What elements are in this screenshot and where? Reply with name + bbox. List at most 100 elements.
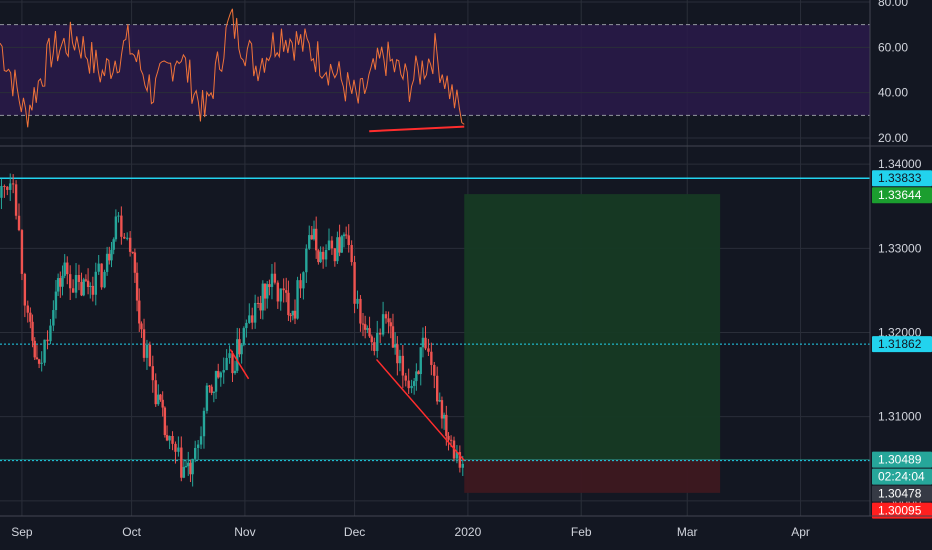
date-tick-label: 2020 (455, 525, 482, 539)
candle-body (231, 353, 234, 374)
candle-body (208, 385, 211, 387)
rsi-tick-label: 40.00 (878, 86, 908, 100)
candle-body (80, 281, 83, 296)
candle-body (455, 452, 459, 459)
candle-body (373, 342, 376, 352)
candle-body (140, 323, 143, 330)
candle-body (182, 466, 186, 478)
candle-body (82, 279, 85, 296)
price-label-cyan[interactable] (872, 170, 932, 187)
price-label-cyan[interactable] (872, 336, 932, 353)
candle-body (217, 371, 220, 378)
candle-body (366, 328, 369, 330)
candle-body (225, 357, 228, 371)
candle-body (171, 435, 174, 444)
price-label-text: 1.30478 (878, 487, 922, 501)
candle-body (321, 251, 325, 260)
candle-body (282, 288, 285, 291)
date-tick-label: Sep (11, 525, 33, 539)
candle-body (415, 371, 418, 382)
candle-body (110, 249, 113, 261)
candle-body (59, 278, 62, 287)
candle-body (43, 339, 46, 363)
candle-body (410, 385, 413, 389)
trend-line[interactable] (375, 358, 465, 461)
candle-body (46, 339, 49, 342)
candle-body (261, 283, 265, 311)
price-label-position[interactable] (872, 468, 932, 485)
candle-body (233, 370, 237, 374)
candle-body (54, 291, 58, 311)
candle-body (319, 251, 322, 263)
price-label-stop[interactable] (872, 502, 932, 519)
candle-body (37, 359, 41, 364)
price-label-text: 1.33644 (878, 188, 922, 202)
candle-body (157, 394, 160, 405)
stop-zone[interactable] (464, 459, 721, 493)
candle-body (430, 351, 433, 365)
candle-body (268, 284, 271, 287)
candle-body (407, 380, 410, 389)
candle-body (381, 314, 385, 335)
candle-body (289, 315, 292, 317)
candle-body (40, 362, 43, 364)
candle-body (228, 353, 231, 358)
candle-body (135, 272, 139, 301)
rsi-divergence-line[interactable] (369, 125, 465, 133)
date-tick-label: Dec (344, 525, 365, 539)
candle-body (253, 302, 257, 323)
price-label-target[interactable] (872, 187, 932, 204)
candle-body (114, 216, 118, 240)
candle-body (361, 323, 365, 325)
candle-body (240, 344, 243, 355)
candle-body (6, 186, 9, 190)
candle-body (108, 253, 111, 261)
candle-body (308, 235, 311, 249)
price-tick-label: 1.33000 (878, 241, 922, 255)
candle-body (424, 337, 427, 349)
rsi-line (0, 8, 465, 128)
candle-body (245, 322, 248, 329)
candle-body (194, 447, 197, 459)
rsi-panel: 80.00 60.00 40.00 20.00 (0, 0, 908, 145)
candle-body (412, 381, 416, 386)
candle-body (376, 332, 379, 352)
candle-body (401, 355, 405, 376)
candle-body (347, 235, 350, 246)
price-label-text: 02:24:04 (878, 470, 925, 484)
rsi-tick-label: 20.00 (878, 131, 908, 145)
candle-body (163, 407, 167, 436)
candle-body (259, 302, 262, 311)
candle-body (312, 228, 316, 240)
candle-body (94, 271, 97, 295)
candle-body (86, 280, 90, 287)
candle-body (419, 347, 422, 375)
candle-body (123, 236, 126, 239)
candle-body (68, 274, 72, 289)
candle-body (219, 372, 222, 378)
candle-body (427, 348, 430, 352)
candle-body (168, 435, 171, 441)
date-tick-label: Apr (791, 525, 810, 539)
candle-body (317, 250, 320, 263)
candle-body (159, 394, 162, 400)
price-label-position[interactable] (872, 451, 932, 468)
target-zone[interactable] (464, 194, 721, 460)
candle-body (310, 235, 314, 240)
candle-body (417, 371, 420, 375)
candle-body (263, 283, 267, 299)
trend-line[interactable] (229, 348, 250, 380)
date-tick-label: Nov (234, 525, 255, 539)
price-label-text: 1.31862 (878, 337, 922, 351)
candle-body (330, 240, 334, 249)
price-label-neutral[interactable] (872, 485, 932, 502)
candle-body (359, 298, 362, 324)
candle-body (66, 262, 69, 275)
candle-body (56, 278, 60, 292)
candle-body (327, 240, 331, 250)
candle-body (74, 274, 78, 293)
candle-body (89, 285, 92, 287)
date-tick-label: Oct (122, 525, 141, 539)
candle-body (435, 375, 439, 402)
